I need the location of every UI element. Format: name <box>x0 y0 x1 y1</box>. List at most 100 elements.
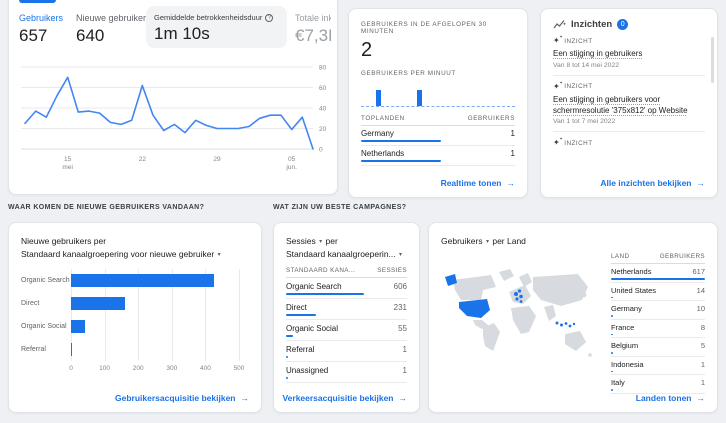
proportion-bar <box>361 140 442 142</box>
metric-tab-avg-engagement[interactable]: Gemiddelde betrokkenheidsduur ? 1m 10s <box>146 6 287 48</box>
realtime-users-value: 2 <box>361 39 373 61</box>
table-row: Italy 1 <box>611 375 705 394</box>
metric-tab-new-users[interactable]: Nieuwe gebruikers 640 <box>76 13 151 46</box>
insight-date: Van 8 tot 14 mei 2022 <box>553 61 620 69</box>
insight-title[interactable]: Een stijging in gebruikers <box>553 49 643 58</box>
gridline <box>239 268 240 361</box>
x-tick-label: 100 <box>99 364 111 372</box>
proportion-bar <box>611 278 705 280</box>
minute-bar <box>417 90 423 106</box>
svg-text:mei: mei <box>62 164 72 171</box>
svg-text:15: 15 <box>64 156 72 163</box>
sessions-card: Sessies ▾ per Standaard kanaalgroeperin.… <box>273 222 420 413</box>
chevron-down-icon: ▾ <box>217 251 221 258</box>
category-label: Referral <box>21 345 46 353</box>
svg-text:jun.: jun. <box>285 164 297 171</box>
category-label: Organic Search <box>21 276 70 284</box>
realtime-link[interactable]: Realtime tonen → <box>440 178 515 188</box>
proportion-bar <box>611 315 613 317</box>
table-row: Netherlands 1 <box>361 146 515 166</box>
acquisition-dimension-dropdown[interactable]: Standaard kanaalgroepering voor nieuwe g… <box>21 248 221 259</box>
sessions-table: Organic Search 606 Direct 231 Organic Social… <box>286 278 407 383</box>
sessions-col-sessions: SESSIES <box>377 266 407 274</box>
channel-name: Organic Search <box>286 281 342 291</box>
country-name: Netherlands <box>361 149 405 158</box>
metric-value: 657 <box>19 26 48 45</box>
countries-table: LAND GEBRUIKERS Netherlands 617 United Sta… <box>611 253 705 394</box>
metric-value: 1m 10s <box>154 24 210 43</box>
users-trend-chart: 0 20 40 60 80 15 mei 22 29 05 jun. <box>19 61 335 187</box>
proportion-bar <box>611 296 614 298</box>
insight-item: ✦INZICHT Een stijging in gebruikers voor … <box>553 74 705 132</box>
realtime-card: GEBRUIKERS IN DE AFGELOPEN 30 MINUTEN 2 … <box>348 8 528 198</box>
insights-count-badge: 0 <box>617 19 629 30</box>
proportion-bar <box>611 370 613 372</box>
sessions-metric-dropdown[interactable]: Sessies <box>286 236 316 246</box>
table-row: Referral 1 <box>286 341 407 362</box>
bar <box>71 273 214 287</box>
realtime-country-table: Germany 1 Netherlands 1 <box>361 126 515 166</box>
insight-tag: INZICHT <box>564 83 593 91</box>
chevron-down-icon: ▾ <box>399 251 403 258</box>
world-map <box>445 269 592 357</box>
svg-text:05: 05 <box>288 156 296 163</box>
channel-name: Direct <box>286 302 307 312</box>
insights-link[interactable]: Alle inzichten bekijken → <box>600 178 705 188</box>
metric-value: 640 <box>76 26 105 45</box>
help-icon[interactable]: ? <box>265 13 274 22</box>
metric-label: Gebruikers <box>19 13 64 23</box>
country-name: Indonesia <box>611 359 644 369</box>
metric-label: Totale inkomsten <box>295 13 331 23</box>
proportion-bar <box>286 376 288 379</box>
sessions-value: 55 <box>398 323 407 333</box>
insights-icon <box>553 20 566 29</box>
country-name: Italy <box>611 378 625 387</box>
users-value: 1 <box>510 129 515 138</box>
countries-col-users: GEBRUIKERS <box>659 253 705 260</box>
sessions-link[interactable]: Verkeersacquisitie bekijken → <box>282 393 407 403</box>
x-tick-label: 200 <box>132 364 144 372</box>
per-minute-label: GEBRUIKERS PER MINUUT <box>361 70 456 77</box>
channel-name: Organic Social <box>286 323 339 333</box>
proportion-bar <box>286 292 364 295</box>
scrollbar-thumb[interactable] <box>711 37 714 83</box>
table-row: Organic Social 55 <box>286 320 407 341</box>
sessions-col-channel: STANDAARD KANA... <box>286 266 356 274</box>
table-row: Direct 231 <box>286 299 407 320</box>
sessions-value: 606 <box>393 281 407 291</box>
sessions-dimension-dropdown[interactable]: Standaard kanaalgroeperin... ▾ <box>286 248 403 259</box>
arrow-right-icon: → <box>696 178 706 188</box>
section-header-campaigns: WAT ZIJN UW BESTE CAMPAGNES? <box>273 204 407 211</box>
sparkle-icon: ✦ <box>553 137 563 147</box>
metric-tab-total-revenue[interactable]: Totale inkomsten €7,3K <box>295 13 331 46</box>
chevron-down-icon: ▾ <box>485 239 489 245</box>
countries-link[interactable]: Landen tonen → <box>635 393 705 403</box>
countries-metric-dropdown[interactable]: Gebruikers <box>441 236 483 246</box>
insight-title[interactable]: Een stijging in gebruikers voor schermre… <box>553 94 688 115</box>
svg-text:22: 22 <box>139 156 147 163</box>
acquisition-title-line1: Nieuwe gebruikers per <box>21 236 107 246</box>
proportion-bar <box>286 313 316 316</box>
gridline <box>171 268 173 361</box>
active-tab-indicator <box>19 0 56 3</box>
insight-tag: INZICHT <box>564 37 593 45</box>
table-row: Germany 10 <box>611 301 705 320</box>
bar <box>71 342 72 356</box>
country-name: Netherlands <box>611 267 652 276</box>
insight-item: ✦INZICHT Een stijging in gebruikers Van 8 … <box>553 30 705 75</box>
table-row: Indonesia 1 <box>611 357 705 375</box>
svg-text:0: 0 <box>319 147 323 154</box>
acquisition-link[interactable]: Gebruikersacquisitie bekijken → <box>115 393 249 403</box>
sparkle-icon: ✦ <box>553 81 563 91</box>
metric-tab-users[interactable]: Gebruikers 657 <box>19 13 63 46</box>
arrow-right-icon: → <box>398 393 408 403</box>
realtime-title: GEBRUIKERS IN DE AFGELOPEN 30 MINUTEN <box>361 21 487 35</box>
table-row: Organic Search 606 <box>286 278 407 299</box>
proportion-bar <box>286 334 294 337</box>
users-value: 1 <box>510 149 515 158</box>
chevron-down-icon: ▾ <box>319 239 323 245</box>
section-header-acquisition: WAAR KOMEN DE NIEUWE GEBRUIKERS VANDAAN? <box>8 204 205 211</box>
x-tick-label: 300 <box>166 364 178 372</box>
